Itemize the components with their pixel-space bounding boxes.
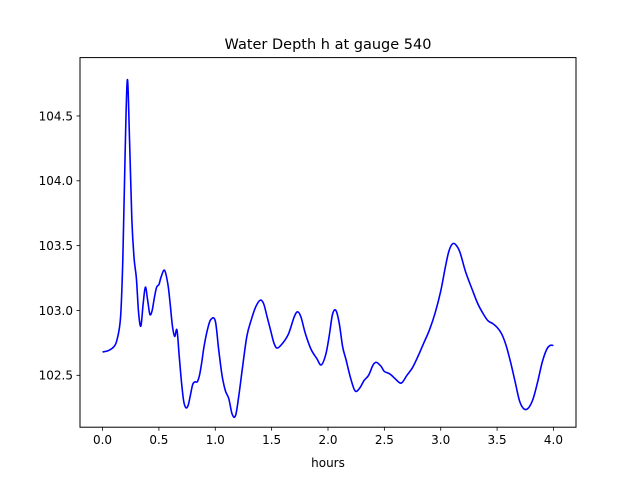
y-tick-label: 103.0	[39, 304, 73, 318]
y-tick-label: 103.5	[39, 239, 73, 253]
x-axis-label: hours	[311, 456, 345, 470]
plot-background	[80, 57, 576, 428]
y-tick-label: 104.0	[39, 174, 73, 188]
x-tick-label: 4.0	[544, 433, 563, 447]
x-tick-label: 3.0	[431, 433, 450, 447]
x-tick-label: 2.0	[318, 433, 337, 447]
y-axis: 102.5 103.0 103.5 104.0 104.5	[39, 109, 80, 383]
x-tick-label: 3.5	[488, 433, 507, 447]
x-tick-label: 0.5	[149, 433, 168, 447]
chart-title: Water Depth h at gauge 540	[225, 37, 432, 53]
x-tick-label: 0.0	[93, 433, 112, 447]
x-axis: 0.0 0.5 1.0 1.5 2.0 2.5 3.0 3.5 4.0	[93, 427, 563, 447]
series-layer	[102, 78, 554, 419]
x-tick-label: 1.5	[262, 433, 281, 447]
x-tick-label: 2.5	[375, 433, 394, 447]
x-tick-label: 1.0	[206, 433, 225, 447]
y-tick-label: 102.5	[39, 369, 73, 383]
series-line	[102, 78, 554, 419]
y-tick-label: 104.5	[39, 109, 73, 123]
